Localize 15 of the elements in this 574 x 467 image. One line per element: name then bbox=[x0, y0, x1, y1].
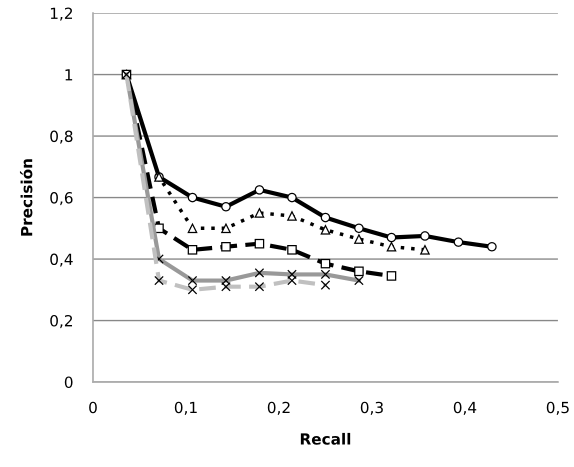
x-tick-label: 0,1 bbox=[174, 402, 197, 415]
x-tick-label: 0,2 bbox=[268, 402, 290, 415]
x-axis-title: Recall bbox=[300, 432, 350, 445]
y-tick-label: 1 bbox=[66, 69, 72, 80]
x-tick-label: 0,5 bbox=[546, 402, 569, 415]
y-tick-label: 0,6 bbox=[50, 192, 73, 206]
y-tick-label: 0,4 bbox=[50, 253, 73, 267]
x-tick-label: 0 bbox=[89, 402, 97, 414]
y-tick-label: 0,8 bbox=[50, 130, 72, 144]
y-tick-label: 1,2 bbox=[50, 8, 72, 21]
x-tick-label: 0,3 bbox=[360, 402, 383, 415]
x-tick-label: 0,4 bbox=[454, 402, 476, 415]
y-axis-title: Precisión bbox=[20, 159, 32, 236]
y-tick-label: 0,2 bbox=[50, 314, 72, 328]
y-tick-label: 0 bbox=[64, 376, 73, 388]
